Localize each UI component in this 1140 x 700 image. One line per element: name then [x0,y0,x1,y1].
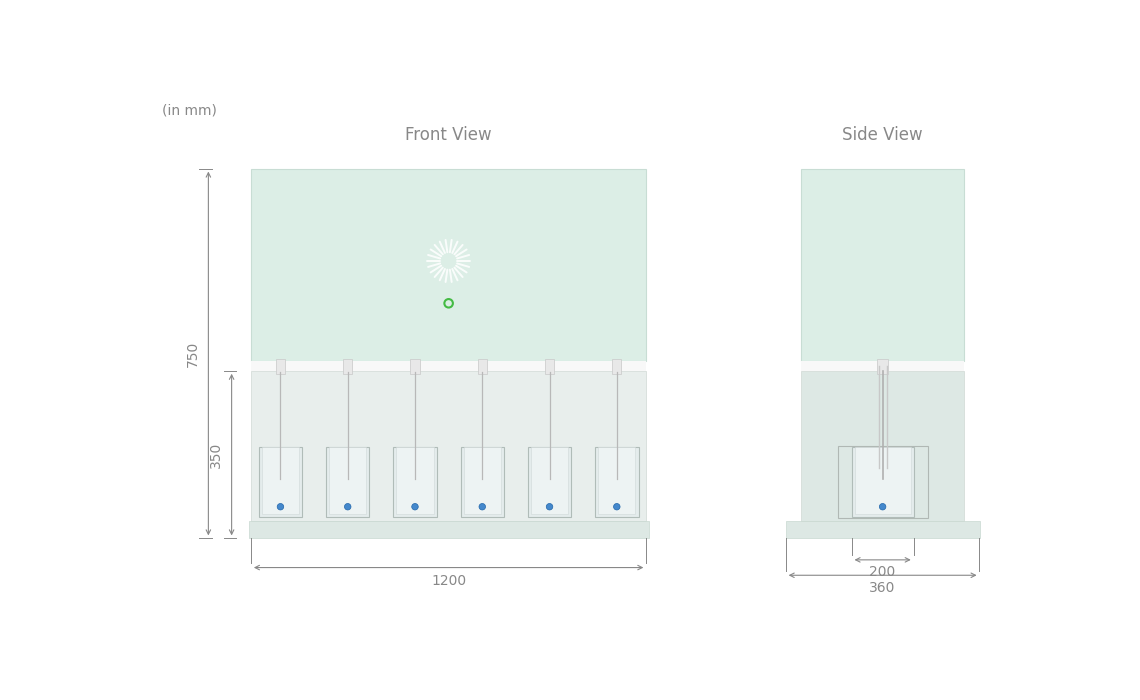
Bar [461,447,504,517]
Bar [276,358,285,374]
Bar [410,358,420,374]
Bar [598,447,635,514]
Bar [855,447,911,514]
Circle shape [277,503,284,510]
Bar [251,371,646,522]
Text: Front View: Front View [406,126,492,144]
Text: 200: 200 [870,565,896,579]
Bar [612,358,621,374]
Text: (in mm): (in mm) [162,103,217,117]
Bar [464,447,500,514]
Text: 1200: 1200 [431,575,466,589]
Bar [326,447,369,517]
Circle shape [879,503,886,510]
Bar [393,447,437,517]
Circle shape [412,503,418,510]
Bar [801,371,964,522]
Text: 750: 750 [186,340,199,367]
Bar [595,447,638,517]
Bar [528,447,571,517]
Text: 350: 350 [209,442,223,468]
Bar [531,447,568,514]
Bar [262,447,299,514]
Bar [785,522,979,538]
Bar [801,169,964,361]
Bar [249,522,649,538]
Bar [852,447,913,517]
Bar [259,447,302,517]
Bar [343,358,352,374]
Text: 360: 360 [870,580,896,594]
Circle shape [344,503,351,510]
Bar [397,447,433,514]
Circle shape [613,503,620,510]
Text: Side View: Side View [842,126,923,144]
Bar [877,358,888,374]
Bar [251,361,646,371]
Circle shape [546,503,553,510]
Bar [801,361,964,371]
Bar [838,446,928,518]
Bar [545,358,554,374]
Bar [478,358,487,374]
Bar [329,447,366,514]
Bar [251,169,646,361]
Circle shape [479,503,486,510]
